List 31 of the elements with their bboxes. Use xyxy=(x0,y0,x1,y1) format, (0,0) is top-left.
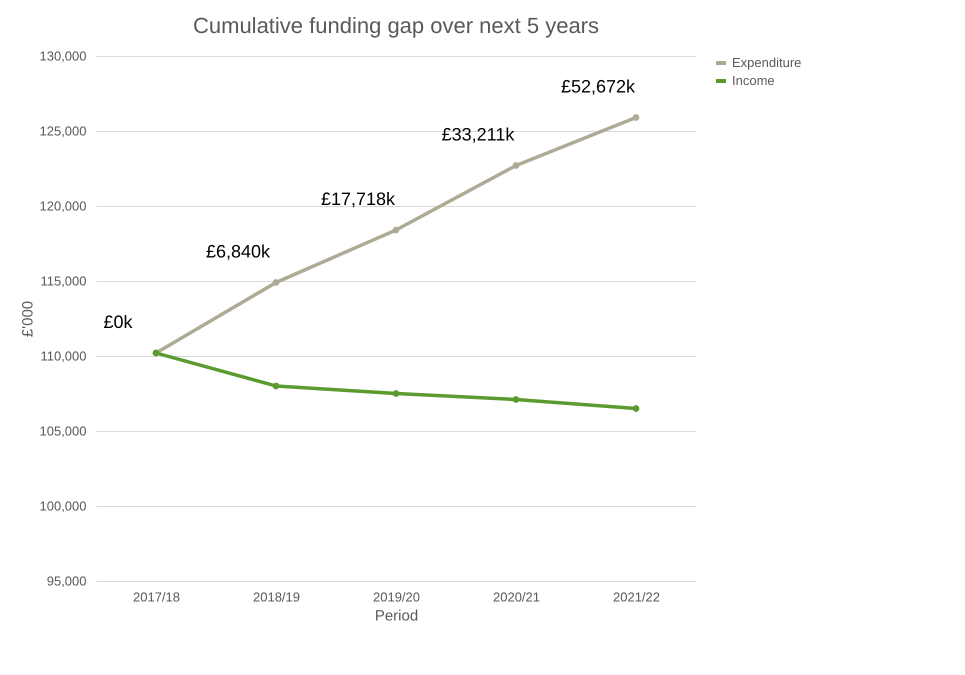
y-tick-label: 120,000 xyxy=(40,198,86,214)
y-tick-label: 115,000 xyxy=(40,274,86,288)
y-tick-label: 105,000 xyxy=(40,424,86,438)
point xyxy=(272,382,280,390)
annotation: £17,718k xyxy=(320,189,396,209)
y-tick-label: 95,000 xyxy=(46,574,86,588)
x-tick-label: 2018/19 xyxy=(253,590,300,604)
point xyxy=(632,405,640,412)
y-tick-label: 110,000 xyxy=(40,348,86,364)
y-tick-label: 100,000 xyxy=(40,498,86,514)
point xyxy=(272,279,280,286)
point xyxy=(392,226,400,234)
point xyxy=(512,162,520,169)
annotation: £0k xyxy=(103,312,134,332)
x-tick-label: 2017/18 xyxy=(133,590,180,604)
x-axis-title: Period xyxy=(374,608,418,624)
legend-label: Income xyxy=(732,73,775,88)
annotation: £33,211k xyxy=(442,124,516,144)
point xyxy=(392,390,400,397)
chart-title: Cumulative funding gap over next 5 years xyxy=(192,13,600,38)
y-tick-label: 130,000 xyxy=(40,48,86,64)
y-tick-label: 125,000 xyxy=(40,124,86,138)
x-tick-label: 2021/22 xyxy=(613,590,660,604)
point xyxy=(512,396,520,403)
annotation: £6,840k xyxy=(206,242,272,262)
legend-label: Expenditure xyxy=(732,55,802,70)
x-tick-label: 2020/21 xyxy=(493,590,540,604)
x-tick-label: 2019/20 xyxy=(373,590,420,604)
point xyxy=(632,114,640,121)
annotation: £52,672k xyxy=(560,76,636,96)
y-axis-title: £'000 xyxy=(20,300,37,338)
